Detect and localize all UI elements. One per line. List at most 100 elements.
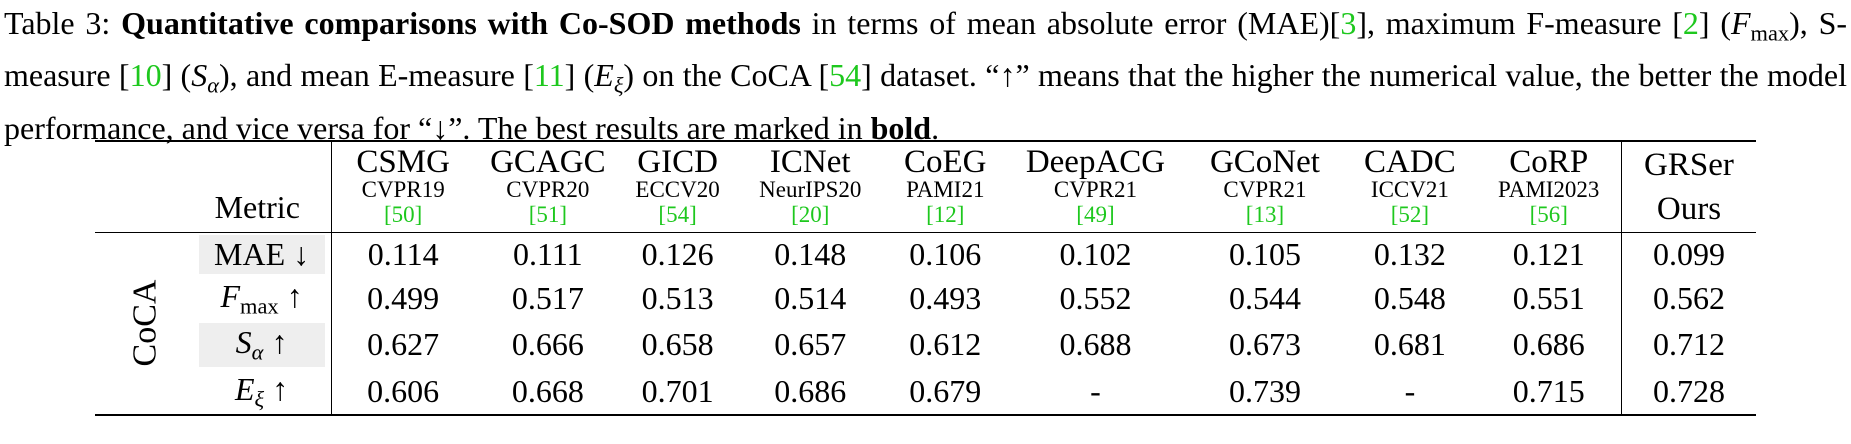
- table-cell: 0.514: [774, 280, 847, 317]
- dataset-label-cell: CoCA: [95, 231, 197, 416]
- metric-header: Metric: [196, 140, 332, 233]
- fmax-symbol: F: [1731, 5, 1751, 41]
- table-cell: 0.666: [511, 326, 584, 363]
- table-cell: 0.701: [620, 368, 735, 416]
- metric-label: Fmax ↑: [199, 278, 325, 319]
- arrow-down-icon: ↓: [293, 236, 310, 272]
- table-row-exi: Eξ ↑ 0.606 0.668 0.701 0.686 0.679 - 0.7…: [95, 368, 1756, 416]
- table-cell: 0.132: [1343, 232, 1477, 276]
- citation-link[interactable]: [13]: [1245, 202, 1285, 227]
- method-venue: ECCV20: [635, 177, 720, 202]
- table-cell: 0.658: [641, 326, 714, 363]
- method-header-gcagc: GCAGC CVPR20 [51]: [474, 140, 621, 233]
- method-name: GCoNet: [1209, 144, 1320, 180]
- method-header-gconet: GCoNet CVPR21 [13]: [1186, 140, 1344, 233]
- caption-text: ] (: [564, 57, 595, 94]
- method-name: GICD: [637, 144, 718, 180]
- method-header-gicd: GICD ECCV20 [54]: [620, 140, 735, 233]
- table-cell: 0.513: [641, 280, 714, 317]
- table-cell: 0.681: [1373, 326, 1446, 363]
- best-result-cell: 0.099: [1620, 232, 1756, 276]
- table-cell: 0.551: [1512, 280, 1585, 317]
- table-cell: 0.106: [886, 232, 1005, 276]
- ours-label: Ours: [1656, 191, 1722, 227]
- method-venue: CVPR21: [1223, 177, 1307, 202]
- method-header-ours: GRSer Ours: [1620, 140, 1756, 233]
- dataset-header-blank: [95, 140, 197, 233]
- citation-link[interactable]: [12]: [926, 202, 965, 227]
- citation-link[interactable]: 3: [1340, 5, 1357, 41]
- table-cell: 0.517: [511, 280, 584, 317]
- caption-text: ] (: [161, 57, 192, 94]
- caption-text: in terms of mean absolute error (MAE)[: [800, 5, 1341, 41]
- citation-link[interactable]: [49]: [1076, 202, 1115, 227]
- s-subscript: α: [207, 72, 219, 98]
- table-cell: 0.686: [1512, 326, 1585, 363]
- caption-text: ] dataset. “↑” means that the higher the…: [4, 57, 1847, 146]
- citation-link[interactable]: 10: [129, 57, 162, 94]
- metric-cell: Eξ ↑: [196, 368, 332, 416]
- metric-name: S: [235, 324, 252, 361]
- method-venue: ICCV21: [1370, 177, 1449, 202]
- comparison-table: Metric CSMG CVPR19 [50] GCAGC CVPR20 [51…: [95, 140, 1756, 416]
- table-row-mae: CoCA MAE ↓ 0.114 0.111 0.126 0.148 0.106…: [95, 231, 1756, 416]
- fmax-subscript: max: [1750, 20, 1790, 46]
- dataset-label: CoCA: [126, 279, 164, 367]
- citation-link[interactable]: [54]: [658, 202, 697, 227]
- s-symbol: S: [191, 57, 208, 94]
- best-result-cell: 0.562: [1620, 276, 1756, 322]
- table-cell: 0.105: [1186, 232, 1344, 276]
- table-cell: 0.657: [774, 326, 847, 363]
- caption-text: .: [931, 109, 940, 146]
- table-cell: 0.102: [1004, 232, 1187, 276]
- citation-link[interactable]: [51]: [528, 202, 568, 227]
- method-header-cadc: CADC ICCV21 [52]: [1343, 140, 1477, 233]
- table-cell: 0.493: [909, 280, 982, 317]
- best-result-cell: 0.712: [1620, 321, 1756, 369]
- table-cell: 0.111: [474, 232, 621, 276]
- metric-subscript: α: [251, 339, 264, 365]
- table-cell: 0.688: [1059, 326, 1132, 363]
- table-row-salpha: Sα ↑ 0.627 0.666 0.658 0.657 0.612 0.688…: [95, 321, 1756, 369]
- caption-text: ), S-measure [: [4, 5, 1848, 94]
- citation-link[interactable]: 54: [829, 57, 862, 94]
- caption-text: ) on the CoCA [: [623, 57, 830, 94]
- method-name: ICNet: [769, 144, 851, 180]
- metric-cell: Fmax ↑: [197, 276, 331, 321]
- metric-cell: MAE ↓: [196, 232, 332, 276]
- table-cell: 0.121: [1476, 232, 1622, 276]
- metric-cell: Sα ↑: [197, 321, 331, 368]
- table-cell: 0.606: [330, 368, 475, 416]
- table-row-fmax: Fmax ↑ 0.499 0.517 0.513 0.514 0.493 0.5…: [95, 276, 1756, 322]
- citation-link[interactable]: [52]: [1390, 202, 1430, 227]
- table-caption: Table 3: Quantitative comparisons with C…: [4, 2, 1847, 149]
- method-header-corp: CoRP PAMI2023 [56]: [1476, 140, 1622, 233]
- header-row: Metric CSMG CVPR19 [50] GCAGC CVPR20 [51…: [95, 140, 1756, 233]
- arrow-up-icon: ↑: [272, 370, 289, 407]
- metric-label: MAE ↓: [198, 235, 325, 274]
- metric-name: F: [220, 278, 241, 314]
- method-venue: PAMI2023: [1498, 177, 1600, 202]
- citation-link[interactable]: [50]: [383, 202, 423, 227]
- table-cell: 0.552: [1059, 280, 1132, 317]
- method-name: GCAGC: [490, 144, 606, 180]
- citation-link[interactable]: 11: [533, 57, 565, 94]
- table-cell: -: [1343, 368, 1477, 416]
- method-name: CoEG: [904, 144, 987, 180]
- table-cell: 0.627: [330, 321, 475, 369]
- e-subscript: ξ: [613, 72, 624, 98]
- table-cell: 0.548: [1373, 280, 1446, 317]
- method-venue: CVPR19: [361, 177, 445, 202]
- table-cell: 0.148: [734, 232, 887, 276]
- best-result-cell: 0.728: [1620, 368, 1756, 416]
- table-cell: 0.544: [1228, 280, 1301, 317]
- metric-subscript: max: [240, 293, 279, 319]
- table-cell: 0.499: [330, 276, 475, 322]
- citation-link[interactable]: 2: [1682, 5, 1699, 41]
- citation-link[interactable]: [56]: [1529, 202, 1568, 227]
- table-cell: 0.679: [886, 368, 1005, 416]
- method-venue: PAMI21: [906, 177, 985, 202]
- table-cell: 0.715: [1476, 368, 1622, 416]
- citation-link[interactable]: [20]: [791, 202, 830, 227]
- metric-label: Sα ↑: [198, 323, 325, 367]
